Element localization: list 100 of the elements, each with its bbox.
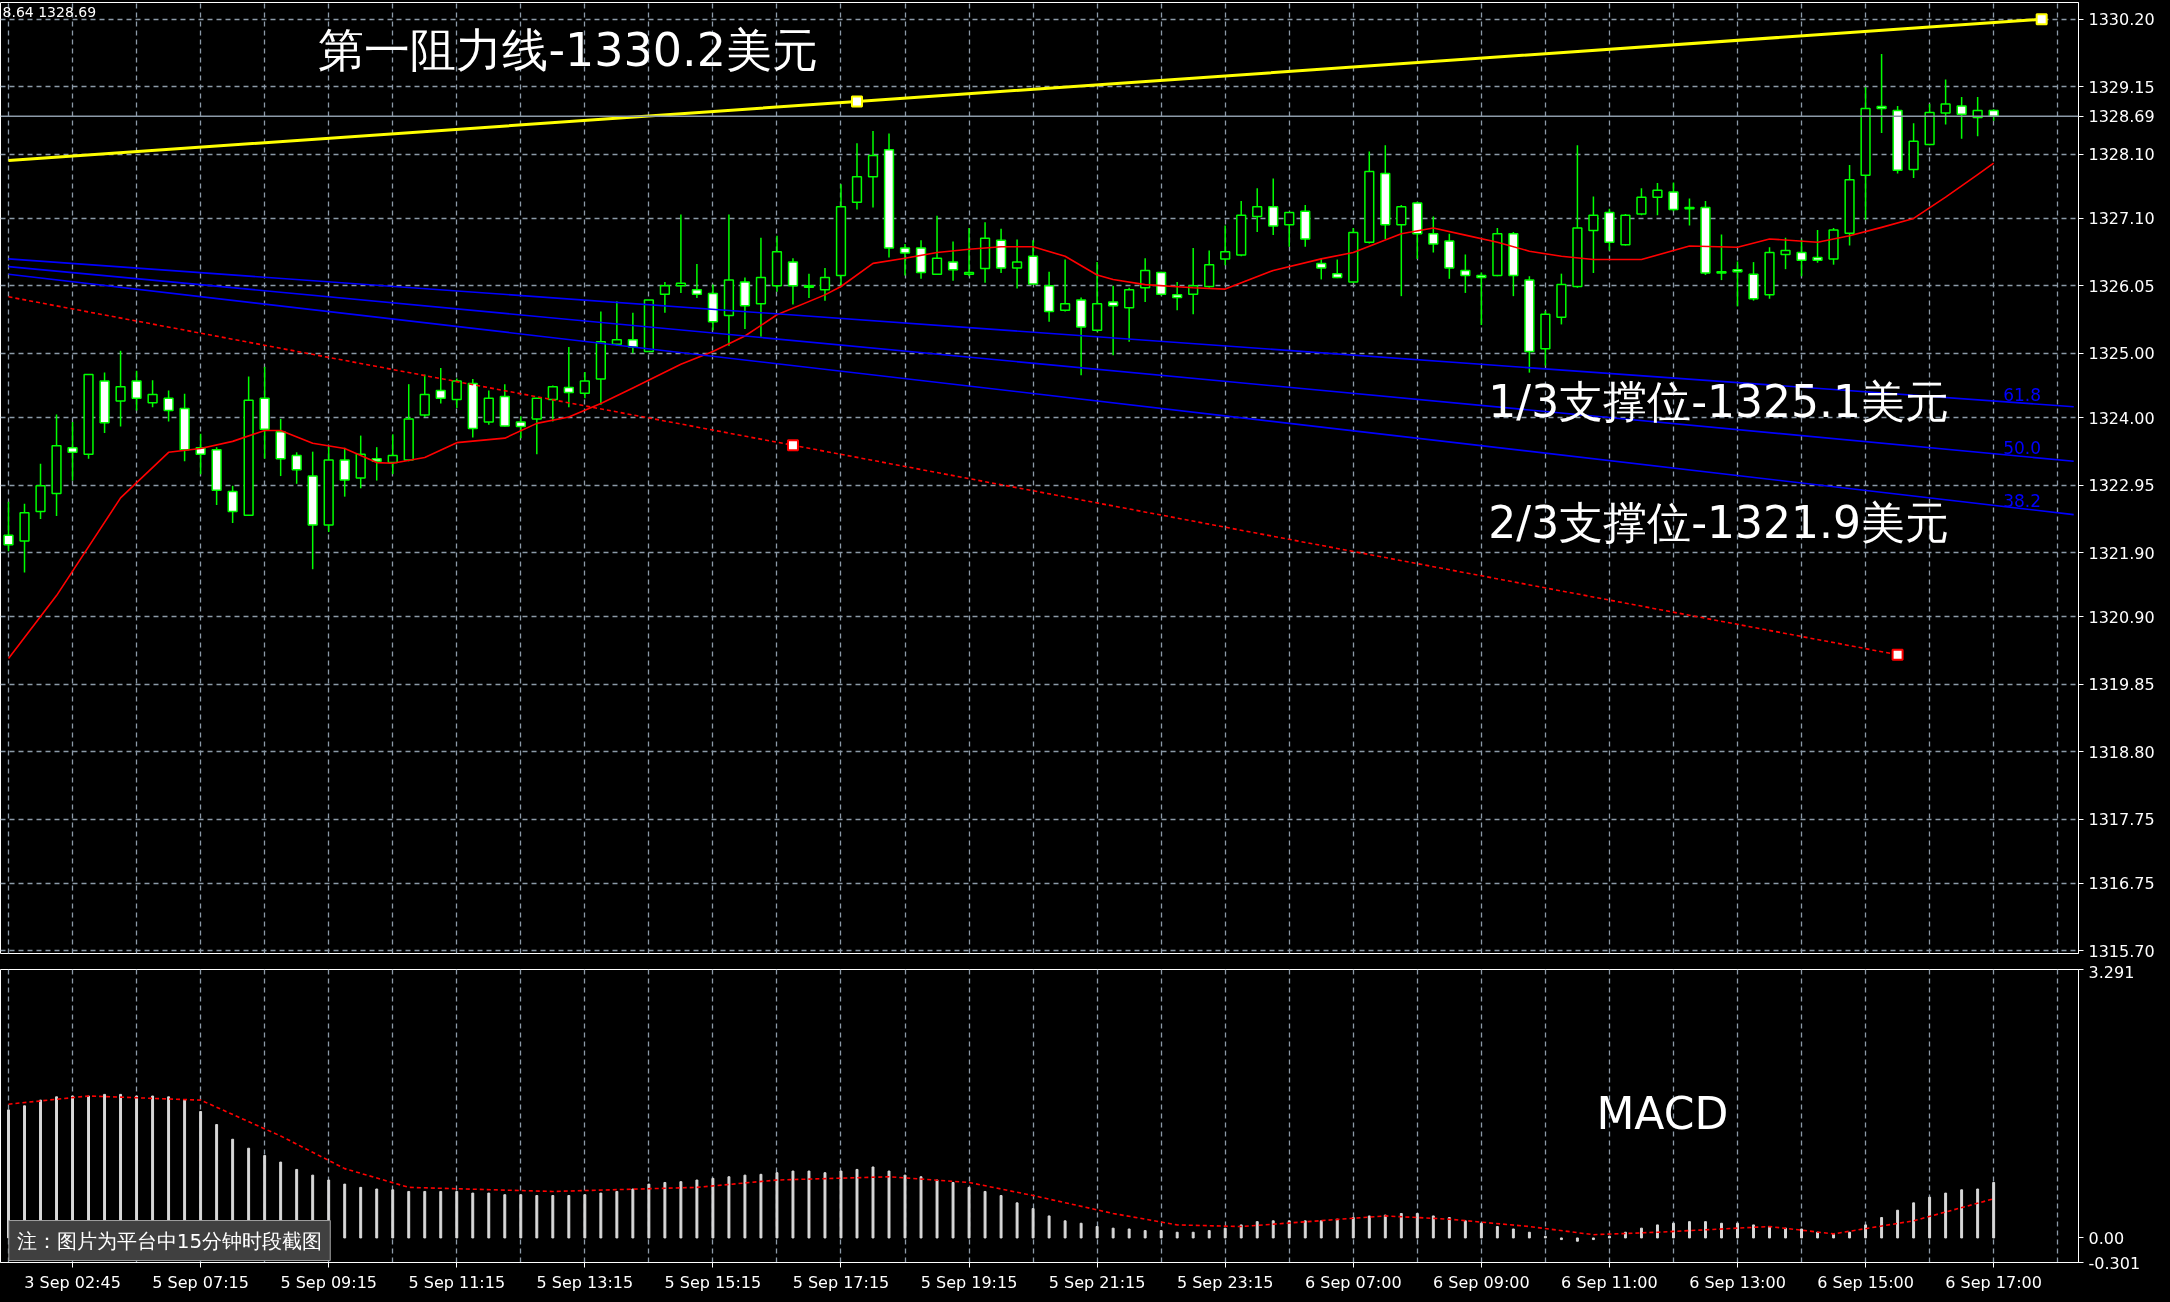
candlestick (963, 227, 975, 277)
x-tick-label: 5 Sep 11:15 (408, 1272, 506, 1292)
annotation: 2/3支撑位-1321.9美元 (1488, 497, 1949, 549)
point (786, 439, 799, 452)
candlestick (1396, 204, 1407, 297)
candlestick (675, 213, 687, 294)
candlestick (1268, 177, 1279, 236)
y-tick-label: 1328.10 (2088, 145, 2155, 165)
x-tick-label: 6 Sep 13:00 (1689, 1272, 1786, 1292)
x-tick-label: 6 Sep 07:00 (1304, 1272, 1402, 1292)
x-tick-label: 5 Sep 23:15 (1176, 1272, 1274, 1292)
candlestick (1284, 211, 1295, 248)
candlestick (1011, 238, 1023, 290)
x-tick-label: 6 Sep 15:00 (1817, 1272, 1914, 1292)
y-tick-label: 1330.20 (2088, 10, 2155, 30)
candlestick (899, 243, 911, 277)
point (2035, 13, 2048, 26)
candlestick (787, 257, 799, 306)
candlestick (579, 371, 590, 400)
candlestick (1876, 53, 1887, 134)
candlestick (1140, 257, 1151, 303)
x-tick-label: 6 Sep 11:00 (1561, 1272, 1658, 1292)
x-tick-label: 6 Sep 09:00 (1433, 1272, 1530, 1292)
candlestick (451, 377, 462, 409)
candlestick (147, 379, 158, 409)
x-tick-label: 5 Sep 21:15 (1048, 1272, 1146, 1292)
x-tick-label: 5 Sep 17:15 (792, 1272, 890, 1292)
candlestick (1668, 181, 1679, 213)
candlestick (739, 276, 751, 330)
candlestick (1588, 195, 1599, 274)
candlestick (691, 263, 703, 299)
candlestick (1940, 78, 1951, 126)
candlestick (1956, 96, 1967, 140)
candlestick (435, 367, 446, 405)
x-tick-label: 5 Sep 07:15 (152, 1272, 249, 1292)
y-tick-label: 1317.75 (2088, 810, 2155, 830)
point (850, 95, 863, 108)
candlestick (867, 130, 879, 209)
candlestick (1652, 182, 1663, 216)
ref-line-label: 1328.69 (2088, 107, 2155, 127)
x-tick-label: 6 Sep 17:00 (1945, 1272, 2042, 1292)
y-tick-label: 1325.00 (2088, 344, 2155, 364)
series-label: 50.0 (2003, 438, 2041, 459)
candlestick (1716, 233, 1727, 281)
x-tick-label: 3 Sep 02:45 (24, 1272, 121, 1292)
candlestick (131, 369, 142, 412)
candlestick (1204, 249, 1215, 289)
candlestick (115, 350, 126, 428)
y-tick-label: -0.301 (2088, 1253, 2141, 1273)
candlestick (1220, 224, 1231, 267)
x-tick-label: 5 Sep 13:15 (536, 1272, 634, 1292)
y-tick-label: 1329.15 (2088, 77, 2155, 97)
candlestick (419, 373, 430, 418)
candlestick (1316, 257, 1327, 281)
y-tick-label: 1320.90 (2088, 607, 2155, 627)
candlestick (1107, 285, 1119, 357)
y-tick-label: 1318.80 (2088, 742, 2155, 762)
y-tick-label: 1324.00 (2088, 408, 2155, 428)
candlestick (163, 389, 174, 423)
point (1891, 648, 1904, 661)
candlestick (227, 484, 238, 524)
y-tick-label: 0.00 (2088, 1228, 2125, 1248)
y-tick-label: 1315.70 (2088, 941, 2155, 961)
candlestick (1124, 287, 1135, 343)
candlestick (1636, 187, 1647, 216)
candlestick (947, 240, 959, 282)
y-tick-label: 1322.95 (2088, 476, 2155, 496)
candlestick (1172, 281, 1183, 312)
candlestick (1252, 187, 1263, 233)
annotation: MACD (1596, 1087, 1729, 1139)
x-tick-label: 5 Sep 19:15 (920, 1272, 1018, 1292)
x-tick-label: 5 Sep 09:15 (280, 1272, 378, 1292)
series-label: 61.8 (2003, 384, 2041, 405)
candlestick (1428, 215, 1439, 254)
candlestick (3, 501, 14, 552)
candlestick (1684, 197, 1695, 227)
candlestick (339, 447, 350, 498)
candlestick (931, 215, 943, 276)
annotation: 8.64 1328.69 (2, 4, 97, 21)
y-tick-label: 3.291 (2088, 962, 2135, 982)
y-tick-label: 1321.90 (2088, 543, 2155, 563)
annotation: 注：图片为平台中15分钟时段截图 (16, 1228, 323, 1253)
candlestick (355, 434, 366, 490)
candlestick (563, 346, 574, 409)
candlestick (1812, 229, 1823, 264)
annotation: 第一阻力线-1330.2美元 (318, 23, 818, 78)
candlestick (819, 267, 831, 302)
candlestick (1780, 236, 1791, 270)
line-series (7, 162, 1995, 660)
y-tick-label: 1316.75 (2088, 874, 2155, 894)
candlestick (1732, 260, 1743, 308)
candlestick (1972, 96, 1983, 137)
y-tick-label: 1326.05 (2088, 276, 2155, 296)
x-tick-label: 5 Sep 15:15 (664, 1272, 762, 1292)
y-tick-label: 1319.85 (2088, 675, 2155, 695)
candlestick (1460, 253, 1471, 294)
series-label: 38.2 (2003, 490, 2041, 511)
candlestick (67, 421, 78, 482)
candlestick (659, 281, 671, 314)
candlestick (1059, 258, 1071, 313)
